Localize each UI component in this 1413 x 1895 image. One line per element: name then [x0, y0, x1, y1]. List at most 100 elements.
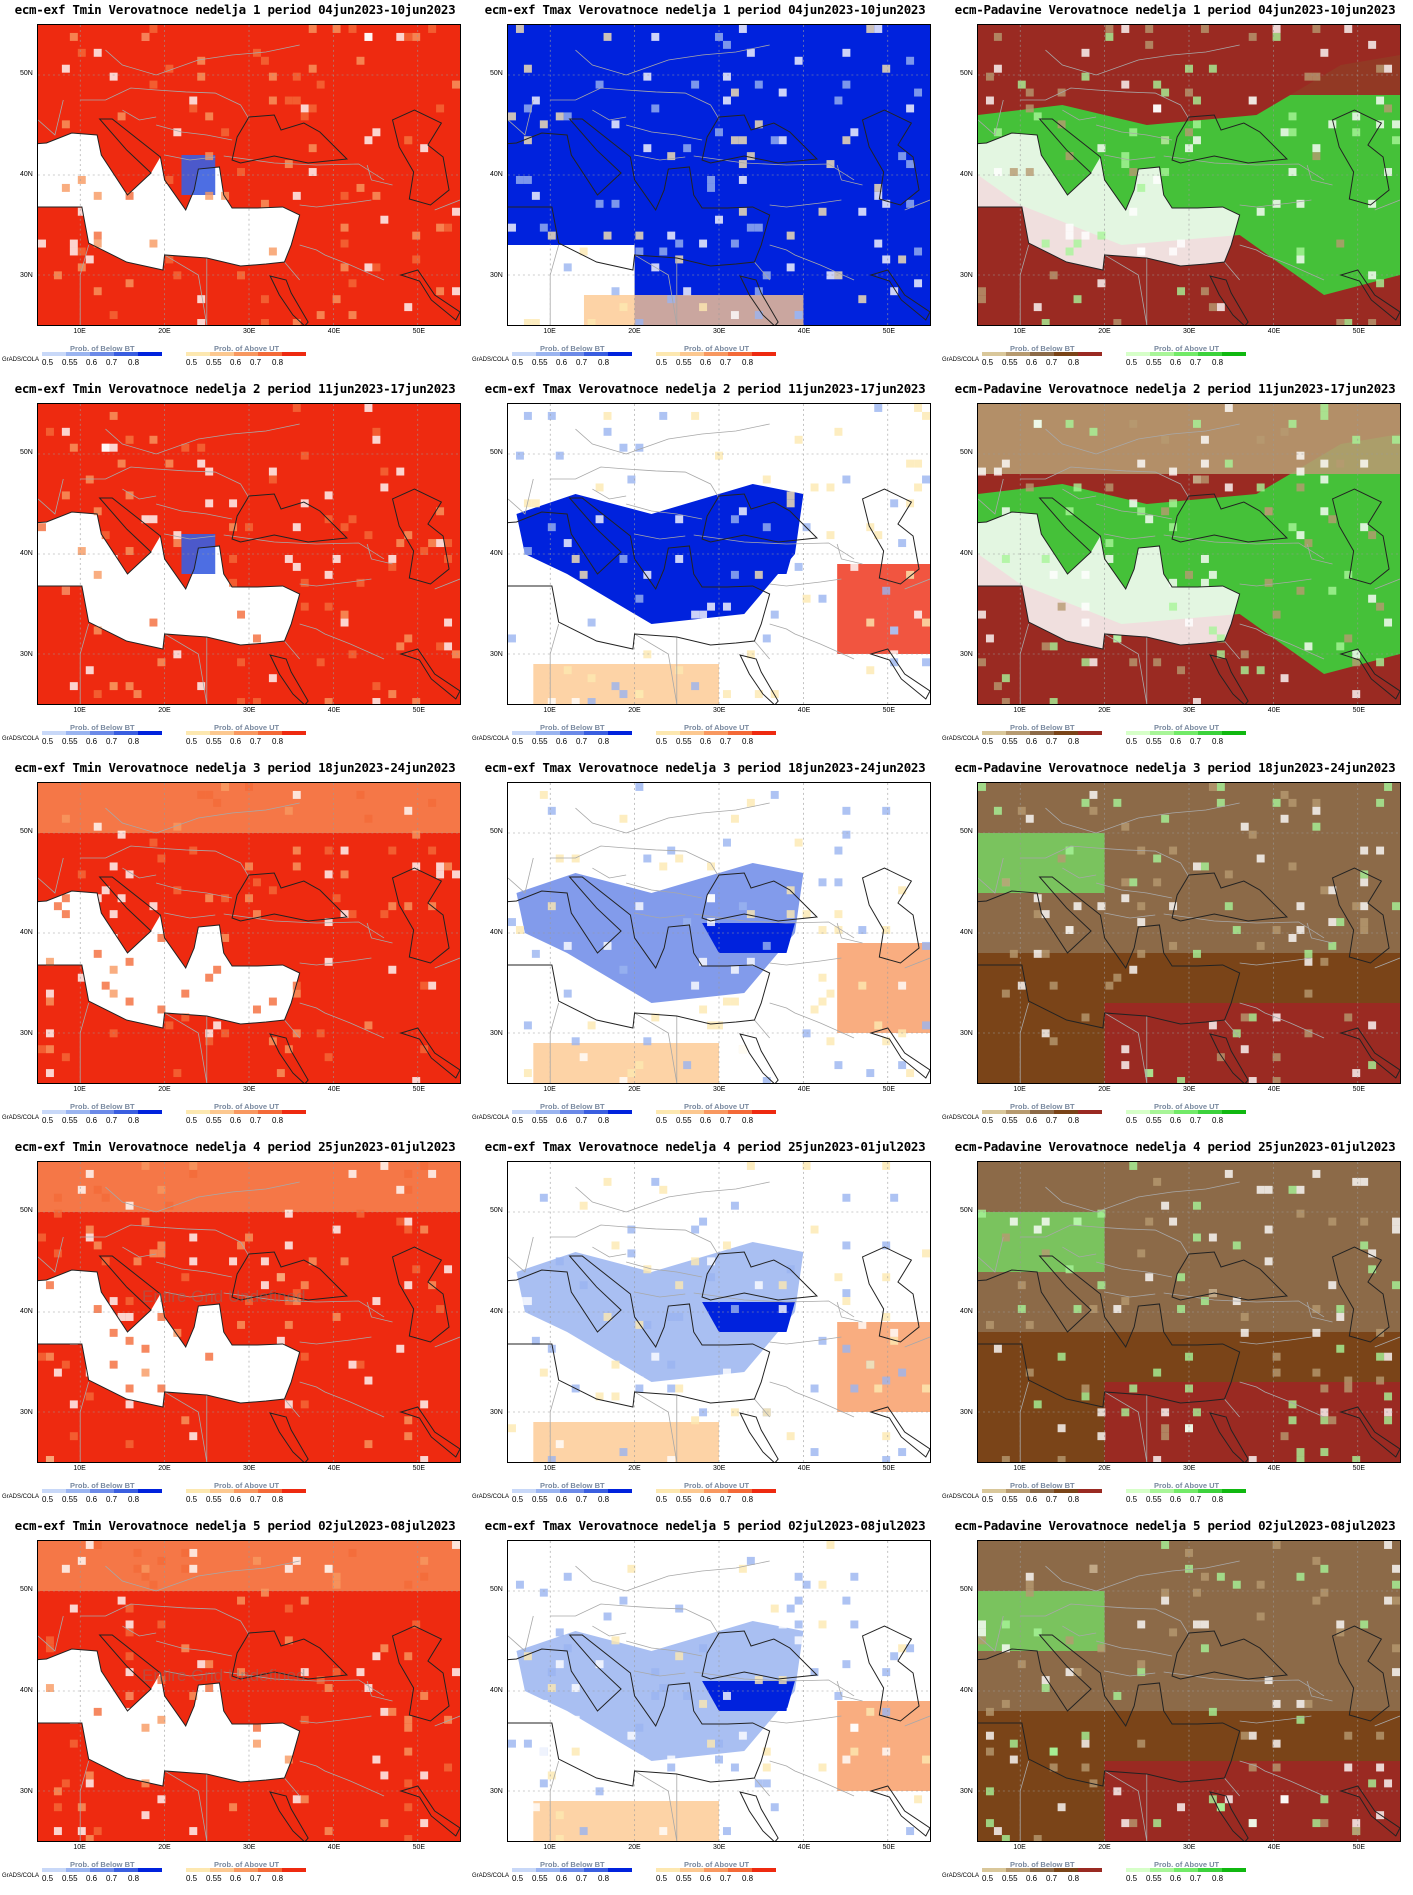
country-border: [1306, 1680, 1333, 1702]
country-border: [1045, 802, 1240, 834]
lon-tick-label: 50E: [882, 1086, 896, 1093]
coastline: [869, 269, 930, 321]
map-canvas: [38, 783, 460, 1083]
legend-swatch: [584, 731, 608, 735]
country-border: [1374, 1336, 1400, 1348]
country-border: [978, 99, 1004, 136]
country-border: [299, 1002, 385, 1039]
legend-value: 0.5: [42, 1495, 54, 1504]
legend-swatch: [1126, 731, 1150, 735]
legend-value: 0.5: [42, 1116, 54, 1125]
legend-swatch: [66, 1489, 90, 1493]
lon-tick-label: 20E: [158, 1844, 171, 1851]
lon-tick-label: 10E: [73, 1465, 86, 1472]
lon-tick-label: 10E: [543, 707, 556, 714]
legend-swatch: [1030, 352, 1054, 356]
legend-title: Prob. of Above UT: [684, 1481, 750, 1490]
lat-tick-label: 50N: [20, 1207, 33, 1215]
coastline: [1339, 1027, 1400, 1079]
legend-swatch: [282, 1110, 306, 1114]
legend-swatch: [704, 1868, 728, 1872]
probability-map: [507, 24, 931, 326]
legend-swatch: [258, 1868, 282, 1872]
country-border: [626, 503, 703, 520]
panel-title: ecm-exf Tmin Verovatnoce nedelja 1 perio…: [14, 2, 456, 17]
legend-swatch: [1174, 352, 1198, 356]
country-border: [626, 882, 703, 899]
legend-swatch: [1222, 731, 1246, 735]
legend-swatch: [1198, 1489, 1222, 1493]
grid-cells: [978, 25, 1400, 325]
legend-title: Prob. of Below BT: [1010, 1102, 1075, 1111]
forecast-panel: ecm-exf Tmin Verovatnoce nedelja 1 perio…: [0, 0, 470, 379]
country-border: [1096, 1261, 1173, 1278]
legend-value: 0.5: [656, 737, 668, 746]
probability-map: [977, 403, 1401, 705]
lon-tick-label: 40E: [327, 1844, 341, 1851]
legend-value: 0.7: [1046, 358, 1058, 367]
lat-tick-label: 50N: [20, 449, 33, 457]
legend-value: 0.8: [742, 737, 754, 746]
legend-swatch: [1006, 352, 1030, 356]
country-border: [634, 154, 686, 161]
grads-credit: GrADS/COLA: [942, 736, 980, 742]
legend-value: 0.55: [676, 1116, 692, 1125]
legend-value: 0.55: [532, 1116, 548, 1125]
legend-value: 0.6: [86, 737, 98, 746]
coastline: [269, 1412, 309, 1462]
legend-value: 0.6: [1026, 1874, 1038, 1883]
legend-value: 0.7: [106, 1495, 118, 1504]
legend-swatch: [234, 1110, 258, 1114]
lat-tick-label: 50N: [960, 828, 973, 836]
coastline: [1171, 1630, 1289, 1680]
legend-swatch: [114, 1489, 138, 1493]
coastline: [1171, 872, 1289, 922]
lon-tick-label: 40E: [797, 328, 811, 335]
legend-value: 0.55: [1146, 358, 1162, 367]
grid-cells: [38, 783, 460, 1083]
country-border: [223, 1292, 385, 1318]
legend-swatch: [1078, 731, 1102, 735]
coastline: [978, 1634, 1241, 1787]
probability-region: [1104, 1761, 1400, 1841]
panel-title: ecm-Padavine Verovatnoce nedelja 4 perio…: [954, 1139, 1396, 1154]
coastline: [978, 876, 1241, 1029]
country-border: [164, 1291, 216, 1298]
legend-value: 0.7: [576, 358, 588, 367]
legend-value: 0.7: [720, 737, 732, 746]
legend-title: Prob. of Above UT: [214, 1481, 280, 1490]
lat-tick-label: 50N: [20, 828, 33, 836]
country-border: [299, 1715, 372, 1724]
legend-value: 0.55: [1146, 737, 1162, 746]
lat-tick-label: 50N: [20, 1586, 33, 1594]
lon-tick-label: 20E: [1098, 707, 1111, 714]
country-border: [122, 109, 157, 121]
coastline: [399, 1027, 460, 1079]
panel-title: ecm-Padavine Verovatnoce nedelja 1 perio…: [954, 2, 1396, 17]
country-border: [1019, 1381, 1030, 1462]
panel-title: ecm-Padavine Verovatnoce nedelja 5 perio…: [954, 1518, 1396, 1533]
country-border: [299, 244, 385, 281]
coastline: [861, 109, 920, 206]
legend-swatch: [210, 1110, 234, 1114]
legend-value: 0.5: [42, 1874, 54, 1883]
legend-value: 0.55: [62, 1495, 78, 1504]
grads-credit: GrADS/COLA: [2, 1494, 40, 1500]
panel-title: ecm-exf Tmax Verovatnoce nedelja 5 perio…: [484, 1518, 926, 1533]
country-border: [836, 164, 863, 186]
lon-tick-label: 10E: [1013, 1465, 1026, 1472]
country-border: [434, 578, 460, 590]
legend-swatch: [1222, 1110, 1246, 1114]
legend-swatch: [1174, 731, 1198, 735]
legend-value: 0.6: [86, 358, 98, 367]
legend-value: 0.55: [676, 1495, 692, 1504]
legend-swatch: [138, 1110, 162, 1114]
legend-value: 0.5: [186, 1495, 198, 1504]
country-border: [1020, 845, 1190, 878]
panel-title: ecm-exf Tmin Verovatnoce nedelja 5 perio…: [14, 1518, 456, 1533]
country-border: [769, 1381, 855, 1418]
probability-region: [38, 890, 300, 1028]
coastline: [701, 872, 819, 922]
legend-swatch: [1054, 1110, 1078, 1114]
